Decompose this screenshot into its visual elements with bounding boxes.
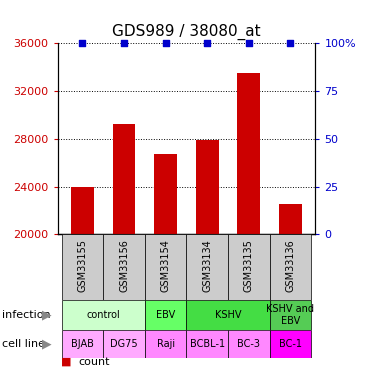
Bar: [270, 300, 311, 330]
Bar: [103, 330, 145, 358]
Text: GSM33135: GSM33135: [244, 240, 254, 292]
Bar: [62, 300, 145, 330]
Bar: [145, 300, 187, 330]
Bar: [62, 234, 103, 300]
Text: DG75: DG75: [110, 339, 138, 349]
Bar: [228, 330, 270, 358]
Text: KSHV: KSHV: [215, 310, 241, 320]
Bar: [145, 234, 187, 300]
Text: ■: ■: [61, 357, 72, 367]
Text: KSHV and
EBV: KSHV and EBV: [266, 304, 314, 326]
Text: ▶: ▶: [42, 338, 51, 351]
Text: BC-3: BC-3: [237, 339, 260, 349]
Point: [246, 40, 252, 46]
Text: infection: infection: [2, 310, 50, 320]
Bar: [228, 234, 270, 300]
Title: GDS989 / 38080_at: GDS989 / 38080_at: [112, 24, 261, 40]
Text: count: count: [78, 357, 109, 367]
Bar: [62, 330, 103, 358]
Text: Raji: Raji: [157, 339, 175, 349]
Bar: [154, 154, 177, 234]
Point: [162, 40, 168, 46]
Bar: [270, 234, 311, 300]
Text: cell line: cell line: [2, 339, 45, 349]
Text: control: control: [86, 310, 120, 320]
Text: EBV: EBV: [156, 310, 175, 320]
Point: [121, 40, 127, 46]
Bar: [145, 330, 187, 358]
Text: GSM33156: GSM33156: [119, 240, 129, 292]
Text: BCBL-1: BCBL-1: [190, 339, 225, 349]
Bar: [187, 300, 270, 330]
Text: ▶: ▶: [42, 309, 51, 321]
Text: GSM33154: GSM33154: [161, 240, 171, 292]
Bar: [113, 124, 135, 234]
Bar: [103, 234, 145, 300]
Bar: [71, 187, 94, 234]
Text: GSM33136: GSM33136: [285, 240, 295, 292]
Text: GSM33155: GSM33155: [78, 239, 88, 292]
Text: GSM33134: GSM33134: [202, 240, 212, 292]
Point: [204, 40, 210, 46]
Text: BJAB: BJAB: [71, 339, 94, 349]
Bar: [196, 140, 219, 234]
Bar: [187, 234, 228, 300]
Bar: [237, 73, 260, 234]
Text: BC-1: BC-1: [279, 339, 302, 349]
Point: [79, 40, 85, 46]
Bar: [279, 204, 302, 234]
Bar: [270, 330, 311, 358]
Point: [288, 40, 293, 46]
Bar: [187, 330, 228, 358]
